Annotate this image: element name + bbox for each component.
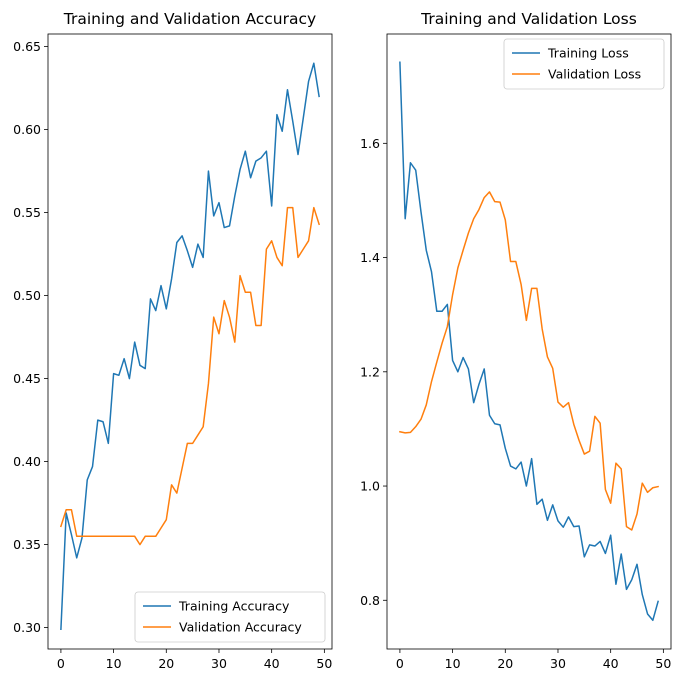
accuracy-legend-label-training: Training Accuracy [178,599,290,614]
accuracy-x-tick-label: 0 [57,656,65,671]
loss-y-tick-label: 1.0 [360,479,380,494]
accuracy-axes-frame [47,33,333,650]
loss-x-tick-label: 50 [655,656,671,671]
accuracy-chart-panel: Training and Validation Accuracy 0 10 20 30 4… [13,10,333,671]
accuracy-y-tick-label: 0.40 [13,454,41,469]
accuracy-y-tick-label: 0.60 [13,122,41,137]
accuracy-x-tick-label: 20 [158,656,174,671]
loss-y-tick-label: 1.6 [360,136,380,151]
accuracy-legend: Training Accuracy Validation Accuracy [134,591,326,643]
accuracy-x-tick-label: 40 [264,656,280,671]
accuracy-y-tick-label: 0.50 [13,288,41,303]
loss-legend: Training Loss Validation Loss [503,38,665,90]
accuracy-chart-title: Training and Validation Accuracy [63,10,316,28]
accuracy-x-tick-label: 50 [316,656,332,671]
accuracy-y-tick-label: 0.65 [13,39,41,54]
loss-x-tick-label: 40 [603,656,619,671]
loss-x-tick-label: 0 [396,656,404,671]
loss-axes-frame [386,33,672,650]
loss-x-tick-label: 30 [550,656,566,671]
accuracy-y-tick-label: 0.45 [13,371,41,386]
accuracy-y-tick-label: 0.30 [13,620,41,635]
loss-chart-panel: Training and Validation Loss 0 10 20 30 40 50 0… [360,10,672,671]
loss-legend-box [503,38,665,90]
accuracy-series-line-training [60,62,320,631]
accuracy-legend-box [134,591,326,643]
accuracy-y-tick-label: 0.55 [13,205,41,220]
accuracy-series-line-validation [59,206,321,546]
accuracy-y-tick-label: 0.35 [13,537,41,552]
accuracy-x-tick-label: 10 [106,656,122,671]
loss-x-tick-label: 20 [497,656,513,671]
loss-legend-label-validation: Validation Loss [548,67,641,82]
loss-series-line-training [399,61,660,622]
loss-x-tick-label: 10 [445,656,461,671]
accuracy-legend-label-validation: Validation Accuracy [179,620,302,635]
loss-legend-label-training: Training Loss [547,46,629,61]
loss-y-tick-label: 1.2 [360,364,380,379]
accuracy-x-tick-label: 30 [211,656,227,671]
loss-y-tick-label: 0.8 [360,593,380,608]
loss-chart-title: Training and Validation Loss [420,10,637,28]
loss-y-tick-label: 1.4 [360,250,380,265]
loss-series-line-validation [399,191,659,531]
